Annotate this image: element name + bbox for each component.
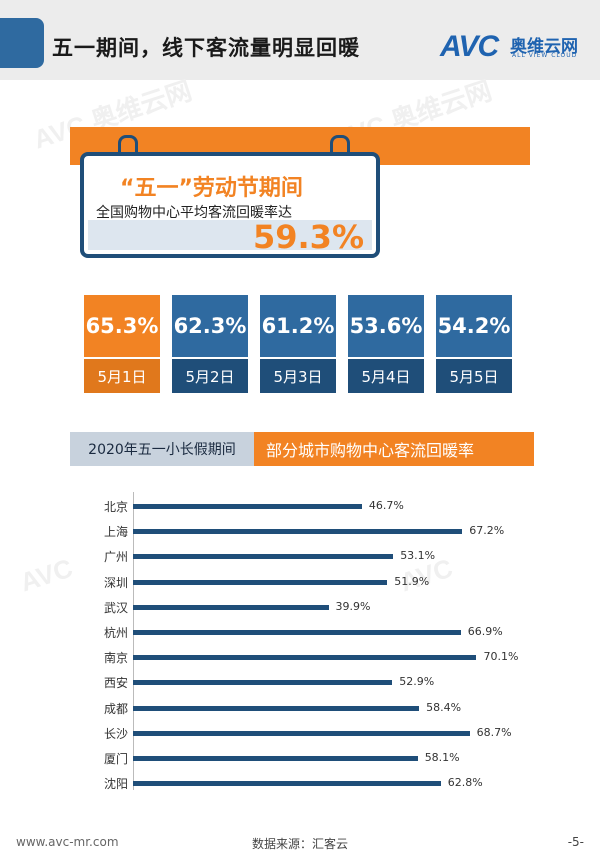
city-bar — [133, 756, 418, 761]
day-tile: 65.3% 5月1日 — [84, 295, 160, 393]
day-rate-value: 54.2% — [436, 295, 512, 357]
day-date-label: 5月3日 — [260, 359, 336, 393]
city-label: 成都 — [103, 701, 128, 716]
day-rate-value: 61.2% — [260, 295, 336, 357]
highlight-heading: “五一”劳动节期间 — [120, 176, 303, 201]
day-date-label: 5月5日 — [436, 359, 512, 393]
city-bar — [133, 655, 477, 661]
card-footer-strip — [88, 220, 372, 250]
header-band — [0, 0, 600, 80]
city-value-label: 53.1% — [400, 549, 436, 563]
city-label: 杭州 — [103, 626, 128, 640]
city-label: 广州 — [103, 550, 128, 565]
header-accent — [0, 18, 44, 68]
chart-axis — [133, 492, 134, 790]
city-value-label: 46.7% — [368, 499, 404, 512]
page-title: 五一期间，线下客流量明显回暖 — [52, 36, 360, 60]
city-label: 西安 — [103, 676, 128, 691]
city-bar — [133, 529, 463, 535]
section-label-period: 2020年五一小长假期间 — [70, 432, 254, 466]
city-label: 沈阳 — [103, 777, 128, 792]
day-date-label: 5月2日 — [172, 359, 248, 393]
city-label: 上海 — [103, 525, 128, 540]
logo-mark: AVC — [440, 30, 499, 63]
city-value-label: 62.8% — [447, 776, 483, 790]
city-value-label: 70.1% — [483, 650, 519, 664]
city-bar — [133, 630, 461, 635]
city-bar — [133, 554, 394, 560]
watermark: AVC — [16, 552, 77, 598]
highlight-subtext: 全国购物中心平均客流回暖率达 — [96, 205, 292, 221]
city-bar — [133, 504, 362, 509]
day-tile: 62.3% 5月2日 — [172, 295, 248, 393]
city-bar — [133, 730, 470, 736]
avc-logo: AVC 奥维云网 ALL VIEW CLOUD — [440, 30, 600, 63]
footer-source: 数据来源：汇客云 — [251, 837, 348, 851]
day-tile: 53.6% 5月4日 — [348, 295, 424, 393]
city-value-label: 68.7% — [476, 725, 512, 739]
city-value-label: 39.9% — [335, 599, 371, 613]
highlight-rate: 59.3% — [252, 218, 364, 256]
city-value-label: 66.9% — [467, 625, 503, 638]
day-rate-value: 65.3% — [84, 295, 160, 357]
page-number: -5- — [567, 835, 584, 849]
city-value-label: 52.9% — [399, 675, 435, 689]
city-value-label: 58.4% — [426, 700, 462, 714]
binder-ring — [330, 135, 350, 164]
city-label: 武汉 — [103, 600, 128, 615]
city-bar — [133, 579, 388, 585]
city-label: 南京 — [103, 651, 128, 666]
city-value-label: 51.9% — [394, 574, 430, 588]
day-date-label: 5月4日 — [348, 359, 424, 393]
day-tile: 61.2% 5月3日 — [260, 295, 336, 393]
city-label: 深圳 — [103, 575, 128, 590]
city-value-label: 67.2% — [469, 524, 505, 538]
city-label: 长沙 — [103, 726, 128, 741]
logo-chinese-name: 奥维云网 — [510, 37, 578, 57]
highlight-card: “五一”劳动节期间 全国购物中心平均客流回暖率达 59.3% — [80, 152, 380, 258]
day-tile: 54.2% 5月5日 — [436, 295, 512, 393]
city-value-label: 58.1% — [424, 751, 460, 764]
binder-ring — [118, 135, 138, 164]
city-label: 北京 — [103, 500, 128, 514]
logo-english-name: ALL VIEW CLOUD — [512, 52, 578, 59]
city-bar — [133, 680, 393, 686]
section-label-title: 部分城市购物中心客流回暖率 — [254, 432, 534, 466]
city-bar — [133, 781, 441, 787]
day-date-label: 5月1日 — [84, 359, 160, 393]
day-rate-value: 62.3% — [172, 295, 248, 357]
city-label: 厦门 — [103, 752, 128, 766]
city-bar — [133, 604, 329, 610]
city-bar — [133, 705, 420, 711]
day-rate-value: 53.6% — [348, 295, 424, 357]
footer-website[interactable]: www.avc-mr.com — [16, 835, 119, 849]
